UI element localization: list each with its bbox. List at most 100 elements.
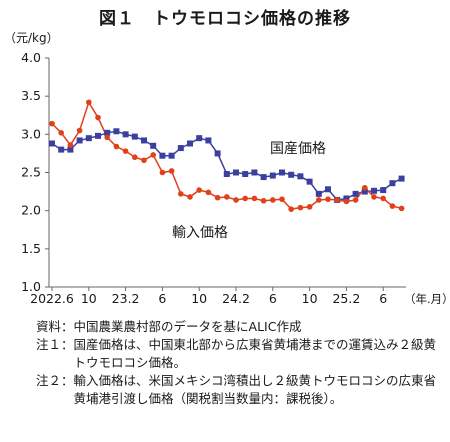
data-point-import: [288, 206, 295, 212]
data-point-domestic: [315, 190, 322, 197]
data-point-import: [362, 184, 368, 191]
data-point-import: [270, 197, 276, 203]
data-point-import: [316, 197, 322, 203]
data-point-import: [187, 194, 193, 200]
data-point-domestic: [233, 169, 239, 176]
data-point-import: [380, 195, 387, 202]
data-point-domestic: [343, 195, 350, 202]
data-point-domestic: [49, 140, 55, 147]
data-point-import: [325, 196, 331, 203]
source-note-text: 中国農業農村部のデータを基にALIC作成: [73, 319, 302, 334]
y-unit-label: （元/kg）: [4, 31, 59, 45]
source-note-label: 資料：: [36, 319, 74, 334]
data-point-domestic: [380, 187, 387, 194]
x-tick-label: 6: [269, 291, 277, 306]
x-tick-label: 10: [81, 291, 97, 306]
data-point-domestic: [113, 128, 120, 135]
data-point-domestic: [269, 172, 276, 179]
data-point-domestic: [95, 132, 101, 139]
data-point-domestic: [159, 152, 166, 159]
data-point-import: [389, 203, 396, 209]
data-point-import: [122, 148, 129, 154]
chart-title: 図１ トウモロコシ価格の推移: [99, 9, 351, 29]
data-point-import: [352, 197, 359, 203]
data-point-domestic: [214, 150, 221, 157]
data-point-domestic: [306, 178, 313, 185]
price-line-chart: （元/kg） 4.0 3.5 3.0 2.5 2.0 1.5 1.0 2022.6 10 23.…: [4, 31, 450, 306]
data-point-import: [343, 198, 350, 205]
data-point-import: [168, 168, 175, 174]
data-point-import: [306, 204, 313, 210]
note-2: 注２： 輸入価格は、米国メキシコ湾積出し２級黄トウモロコシの広東省黄埔港引渡し価…: [36, 372, 446, 408]
data-point-import: [251, 195, 258, 202]
data-point-domestic: [85, 135, 92, 142]
data-point-domestic: [141, 137, 147, 144]
y-tick-label: 2.0: [21, 203, 41, 218]
data-point-import: [159, 169, 166, 176]
y-tick-label: 1.5: [21, 241, 41, 256]
data-point-import: [297, 204, 304, 211]
data-point-import: [279, 196, 285, 203]
data-point-import: [67, 142, 74, 148]
note-1-text: 国産価格は、中国東北部から広東省黄埔港までの運賃込み２級黄トウモロコシ価格。: [73, 337, 437, 370]
y-tick-label: 2.5: [21, 165, 41, 180]
note-1: 注１： 国産価格は、中国東北部から広東省黄埔港までの運賃込み２級黄トウモロコシ価…: [36, 336, 446, 372]
data-point-import: [196, 187, 202, 193]
data-point-import: [86, 99, 92, 106]
data-point-import: [49, 120, 55, 127]
data-point-import: [178, 191, 184, 197]
data-point-domestic: [187, 140, 193, 147]
x-unit-label: （年.月）: [404, 292, 450, 306]
data-point-domestic: [58, 146, 65, 153]
data-point-domestic: [131, 133, 138, 140]
y-tick-label: 4.0: [21, 50, 41, 65]
y-tick-label: 3.5: [21, 88, 41, 103]
data-point-import: [224, 194, 230, 200]
x-tick-label: 23.2: [112, 291, 140, 306]
x-tick-label: 10: [191, 291, 207, 306]
data-point-domestic: [150, 142, 157, 149]
data-point-domestic: [260, 174, 267, 181]
data-point-import: [205, 189, 212, 196]
data-point-import: [398, 205, 405, 212]
note-1-label: 注１：: [36, 337, 74, 352]
notes-block: 資料： 中国農業農村部のデータを基にALIC作成 注１： 国産価格は、中国東北部…: [36, 318, 446, 408]
x-tick-label: 6: [379, 291, 387, 306]
data-point-domestic: [168, 152, 175, 159]
y-tick-label: 1.0: [21, 279, 41, 294]
y-tick-label: 3.0: [21, 126, 41, 141]
data-point-import: [233, 197, 239, 203]
data-point-import: [58, 130, 64, 136]
data-point-domestic: [297, 173, 304, 180]
data-point-domestic: [325, 186, 331, 193]
data-point-domestic: [104, 129, 111, 136]
data-point-import: [132, 154, 138, 161]
data-point-domestic: [361, 188, 368, 195]
data-point-domestic: [177, 145, 184, 152]
data-point-domestic: [371, 187, 377, 194]
data-point-domestic: [279, 169, 285, 176]
data-point-domestic: [67, 146, 74, 153]
series-label-domestic: 国産価格: [270, 141, 326, 157]
data-point-domestic: [389, 180, 396, 187]
data-point-import: [214, 194, 221, 201]
data-point-domestic: [398, 175, 405, 182]
source-note: 資料： 中国農業農村部のデータを基にALIC作成: [36, 318, 446, 336]
data-point-import: [334, 197, 341, 203]
x-tick-label: 6: [158, 291, 166, 306]
data-point-domestic: [251, 169, 258, 176]
data-point-import: [95, 114, 101, 121]
data-point-import: [141, 157, 147, 164]
data-point-import: [76, 127, 83, 134]
x-tick-label: 25.2: [332, 291, 360, 306]
data-point-import: [371, 194, 377, 200]
data-point-import: [104, 134, 110, 141]
data-point-import: [242, 195, 248, 202]
series-line-import: [51, 100, 402, 210]
data-point-import: [260, 197, 267, 204]
data-point-domestic: [223, 171, 230, 178]
series-label-import: 輸入価格: [172, 225, 228, 241]
data-point-import: [113, 143, 120, 150]
data-point-domestic: [122, 131, 129, 138]
data-point-domestic: [196, 135, 203, 142]
